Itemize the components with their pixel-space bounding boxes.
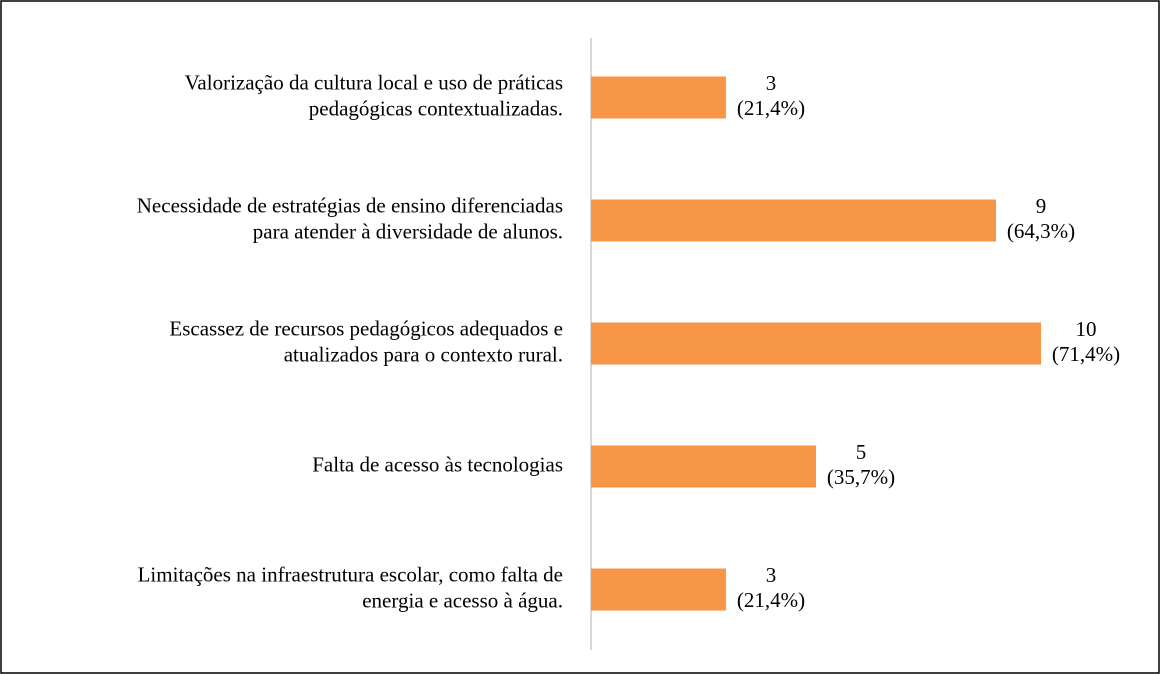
category-label: Valorização da cultura local e uso de pr… xyxy=(185,70,563,120)
category-label: Necessidade de estratégias de ensino dif… xyxy=(137,193,563,243)
bar xyxy=(591,568,726,611)
value-label: 3 (21,4%) xyxy=(737,71,805,120)
category-label: Falta de acesso às tecnologias xyxy=(312,452,563,476)
bar xyxy=(591,76,726,119)
value-label: 3 (21,4%) xyxy=(737,563,805,612)
category-label: Escassez de recursos pedagógicos adequad… xyxy=(169,316,563,366)
bar xyxy=(591,199,996,242)
bar xyxy=(591,322,1041,365)
value-label: 5 (35,7%) xyxy=(827,440,895,489)
bar xyxy=(591,445,816,488)
category-label: Limitações na infraestrutura escolar, co… xyxy=(138,562,563,612)
value-label: 10 (71,4%) xyxy=(1052,317,1120,366)
value-label: 9 (64,3%) xyxy=(1007,194,1075,243)
